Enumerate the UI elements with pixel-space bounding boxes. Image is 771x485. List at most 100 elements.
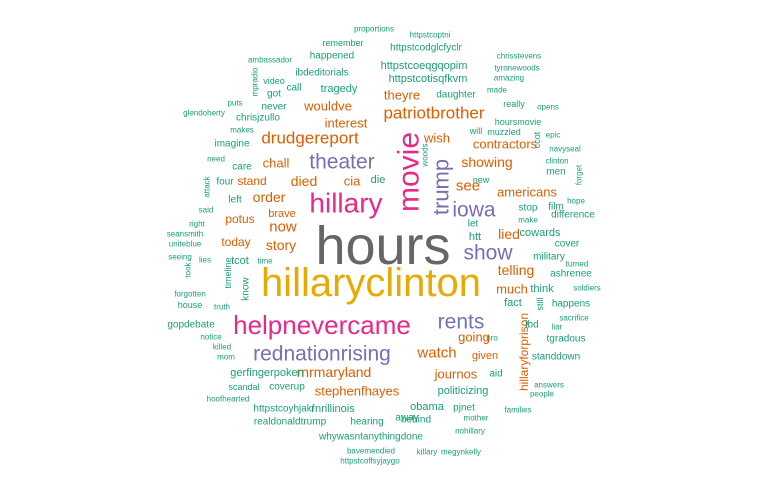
- word-americans: americans: [497, 185, 557, 200]
- word-scandal: scandal: [228, 382, 259, 392]
- word-obama: obama: [410, 401, 445, 413]
- word-seeing: seeing: [168, 253, 192, 262]
- word-journos: journos: [434, 367, 478, 382]
- word-patriotbrother: patriotbrother: [383, 104, 484, 123]
- word-glendoherty: glendoherty: [183, 109, 225, 118]
- word-navyseal: navyseal: [549, 145, 581, 154]
- word-families: families: [504, 406, 531, 415]
- word-got: got: [267, 89, 281, 100]
- word-killed: killed: [213, 343, 231, 352]
- word-megynkelly: megynkelly: [441, 448, 481, 457]
- word-rnrillinois: rnrillinois: [311, 403, 355, 415]
- word-rednationrising: rednationrising: [253, 343, 391, 366]
- word-time: time: [257, 257, 273, 266]
- word-difference: difference: [551, 210, 595, 221]
- word-stop: stop: [519, 203, 538, 214]
- word-took: took: [184, 261, 193, 277]
- word-standdown: standdown: [532, 352, 580, 363]
- word-lies: lies: [199, 256, 211, 265]
- word-attack: attack: [203, 175, 212, 197]
- word-people: people: [530, 390, 555, 399]
- word-movie: movie: [393, 132, 426, 212]
- word-stephenfhayes: stephenfhayes: [315, 384, 400, 399]
- word-sacrifice: sacrifice: [559, 314, 589, 323]
- word-amazing: amazing: [494, 74, 524, 83]
- word-mom: mom: [217, 353, 235, 362]
- word-away: away: [395, 413, 418, 424]
- word-bavemendied: bavemendied: [347, 447, 395, 456]
- word-ibdeditorials: ibdeditorials: [295, 68, 348, 79]
- word-notice: notice: [200, 333, 222, 342]
- word-daughter: daughter: [436, 90, 476, 101]
- word-left: left: [228, 195, 242, 206]
- word-chrisstevens: chrisstevens: [497, 52, 541, 61]
- word-theyre: theyre: [384, 88, 420, 103]
- word-interest: interest: [325, 116, 368, 131]
- word-helpnevercame: helpnevercame: [233, 310, 411, 340]
- word-truth: truth: [214, 303, 230, 312]
- word-ashrenee: ashrenee: [550, 269, 592, 280]
- word-theater: theater: [309, 151, 374, 174]
- word-hoofhearted: hoofhearted: [207, 395, 250, 404]
- word-new: new: [473, 175, 490, 185]
- word-htt: htt: [469, 231, 481, 243]
- word-politicizing: politicizing: [438, 385, 489, 397]
- word-iowa: iowa: [452, 199, 496, 222]
- word-chall: chall: [263, 156, 290, 171]
- word-gopdebate: gopdebate: [167, 320, 215, 331]
- word-need: need: [207, 155, 225, 164]
- word-mpradio: mpradio: [251, 67, 260, 96]
- word-show: show: [463, 242, 513, 265]
- word-nohillary: nohillary: [455, 427, 485, 436]
- word-will: will: [469, 126, 483, 136]
- word-coverup: coverup: [269, 382, 305, 393]
- word-stand: stand: [237, 174, 266, 188]
- word-hope: hope: [567, 197, 585, 206]
- word-answers: answers: [534, 381, 564, 390]
- word-killary: killary: [417, 448, 437, 457]
- word-brave: brave: [268, 208, 296, 220]
- word-httpstcoffsyjaygo: httpstcoffsyjaygo: [340, 457, 400, 466]
- word-behind: behind: [401, 415, 431, 426]
- word-rnrmaryland: rnrmaryland: [297, 364, 372, 380]
- word-whywasntanythingdone: whywasntanythingdone: [318, 432, 423, 443]
- word-ccot: ccot: [532, 131, 542, 148]
- word-story: story: [266, 237, 296, 253]
- word-today: today: [221, 235, 250, 249]
- word-tcot: tcot: [231, 255, 249, 267]
- word-right: right: [189, 220, 205, 229]
- word-happens: happens: [552, 299, 590, 310]
- word-nro: nro: [486, 334, 498, 343]
- word-wish: wish: [423, 131, 450, 146]
- word-never: never: [261, 102, 287, 113]
- word-rents: rents: [438, 311, 485, 334]
- word-military: military: [533, 252, 565, 263]
- word-puts: puts: [227, 99, 242, 108]
- word-watch: watch: [416, 345, 456, 362]
- word-ambassador: ambassador: [248, 56, 292, 65]
- word-httpstcotisqfkvm: httpstcotisqfkvm: [389, 73, 468, 85]
- word-clinton: clinton: [545, 157, 568, 166]
- word-httpstcoyhjakf: httpstcoyhjakf: [253, 404, 314, 415]
- word-tyronewoods: tyronewoods: [494, 64, 539, 73]
- word-know: know: [241, 277, 252, 301]
- word-cover: cover: [555, 239, 580, 250]
- word-forgotten: forgotten: [174, 290, 206, 299]
- word-potus: potus: [225, 212, 254, 226]
- word-make: make: [518, 216, 538, 225]
- word-soldiers: soldiers: [573, 284, 601, 293]
- word-contractors: contractors: [473, 137, 538, 152]
- word-made: made: [487, 86, 508, 95]
- word-liar: liar: [552, 323, 563, 332]
- word-timeline: timeline: [223, 257, 233, 288]
- word-showing: showing: [461, 154, 512, 170]
- word-tgradous: tgradous: [547, 334, 586, 345]
- word-happened: happened: [310, 51, 355, 62]
- word-said: said: [199, 206, 214, 215]
- word-cowards: cowards: [520, 227, 561, 239]
- word-hoursmovie: hoursmovie: [495, 117, 542, 127]
- word-hillaryforprison: hillaryforprison: [517, 313, 531, 391]
- word-hillaryclinton: hillaryclinton: [261, 261, 481, 305]
